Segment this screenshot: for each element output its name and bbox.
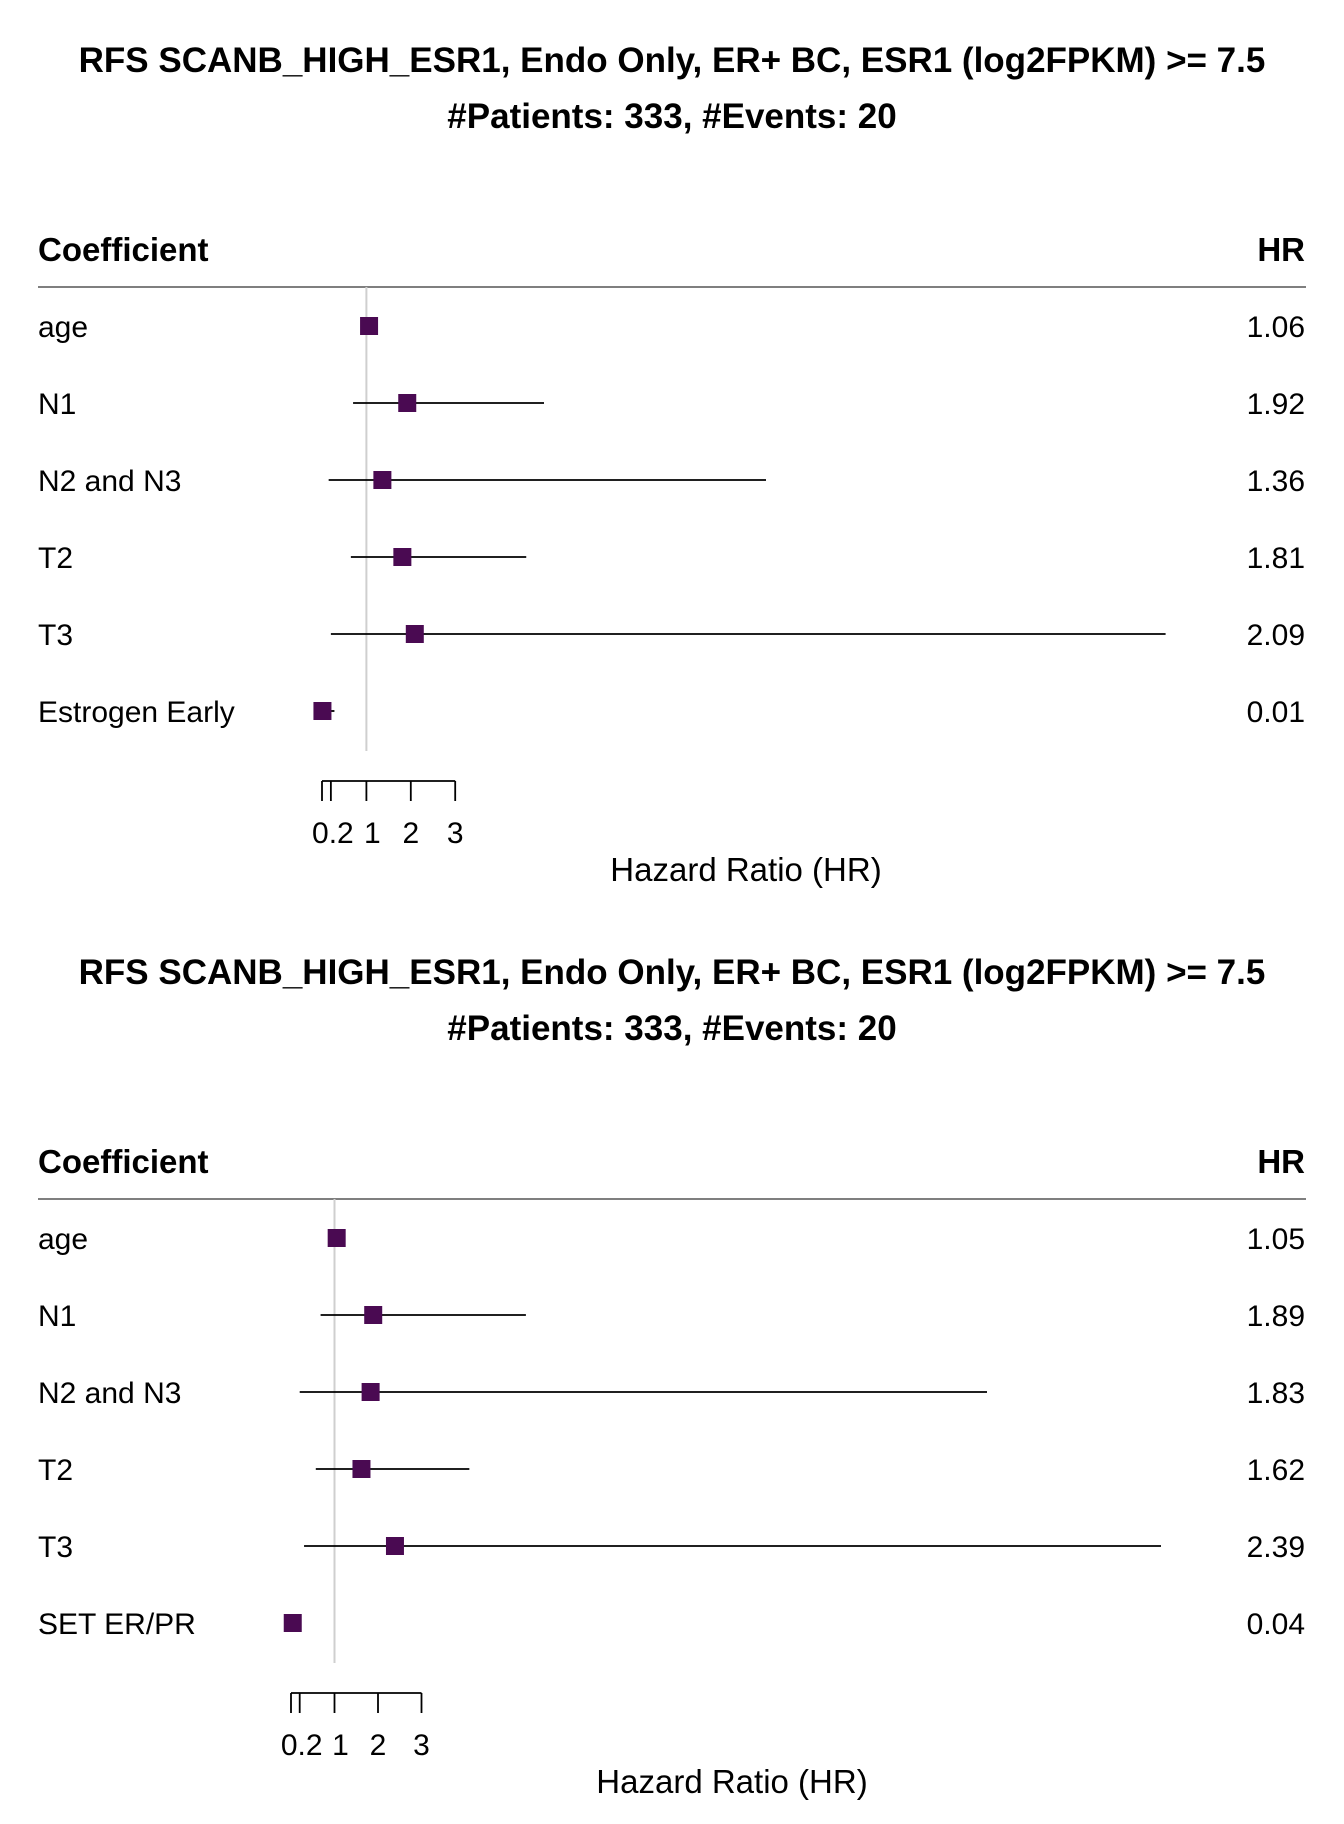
hr-marker [361,1383,380,1401]
chart-title: RFS SCANB_HIGH_ESR1, Endo Only, ER+ BC, … [79,41,1266,80]
row-label: N2 and N3 [38,465,181,498]
row-label: N2 and N3 [38,1377,181,1410]
hr-marker [327,1229,346,1247]
x-tick-label: 3 [447,817,464,850]
forest-plot-1: RFS SCANB_HIGH_ESR1, Endo Only, ER+ BC, … [38,41,1306,888]
hr-marker [385,1537,404,1555]
row-label: age [38,311,88,344]
row-hr-value: 2.39 [1247,1531,1305,1564]
chart-subtitle: #Patients: 333, #Events: 20 [447,97,896,136]
x-tick-label: 1 [364,817,381,850]
column-header-coefficient: Coefficient [38,231,209,268]
row-label: Estrogen Early [38,696,235,729]
row-hr-value: 1.92 [1247,388,1305,421]
row-label: T2 [38,542,73,575]
column-header-hr: HR [1257,231,1305,268]
chart-subtitle: #Patients: 333, #Events: 20 [447,1009,896,1048]
hr-marker [313,702,332,720]
x-tick-label: 2 [370,1729,387,1762]
row-hr-value: 1.62 [1247,1454,1305,1487]
row-label: T3 [38,619,73,652]
forest-plot-2-svg: RFS SCANB_HIGH_ESR1, Endo Only, ER+ BC, … [38,953,1306,1800]
hr-marker [283,1614,302,1632]
column-header-hr: HR [1257,1143,1305,1180]
row-hr-value: 1.81 [1247,542,1305,575]
x-tick-label: 1 [332,1729,349,1762]
row-hr-value: 2.09 [1247,619,1305,652]
row-hr-value: 0.01 [1247,696,1305,729]
row-label: N1 [38,1300,76,1333]
column-header-coefficient: Coefficient [38,1143,209,1180]
x-tick-label: 0.2 [312,817,354,850]
row-hr-value: 1.36 [1247,465,1305,498]
forest-plot-2: RFS SCANB_HIGH_ESR1, Endo Only, ER+ BC, … [0,912,1344,1824]
hr-marker [373,471,392,489]
x-tick-label: 0.2 [281,1729,323,1762]
row-hr-value: 1.06 [1247,311,1305,344]
forest-plot-1-svg: RFS SCANB_HIGH_ESR1, Endo Only, ER+ BC, … [38,41,1306,888]
row-hr-value: 0.04 [1247,1608,1305,1641]
chart-title: RFS SCANB_HIGH_ESR1, Endo Only, ER+ BC, … [79,953,1266,992]
hr-marker [352,1460,371,1478]
row-hr-value: 1.05 [1247,1223,1305,1256]
x-tick-label: 3 [413,1729,430,1762]
row-hr-value: 1.83 [1247,1377,1305,1410]
hr-marker [398,394,417,412]
hr-marker [360,317,379,335]
row-label: T3 [38,1531,73,1564]
row-label: SET ER/PR [38,1608,196,1641]
row-label: T2 [38,1454,73,1487]
hr-marker [393,548,412,566]
row-label: N1 [38,388,76,421]
hr-marker [405,625,424,643]
row-label: age [38,1223,88,1256]
x-axis-label: Hazard Ratio (HR) [610,851,881,888]
hr-marker [364,1306,383,1324]
x-axis-label: Hazard Ratio (HR) [596,1763,867,1800]
row-hr-value: 1.89 [1247,1300,1305,1333]
x-tick-label: 2 [402,817,419,850]
